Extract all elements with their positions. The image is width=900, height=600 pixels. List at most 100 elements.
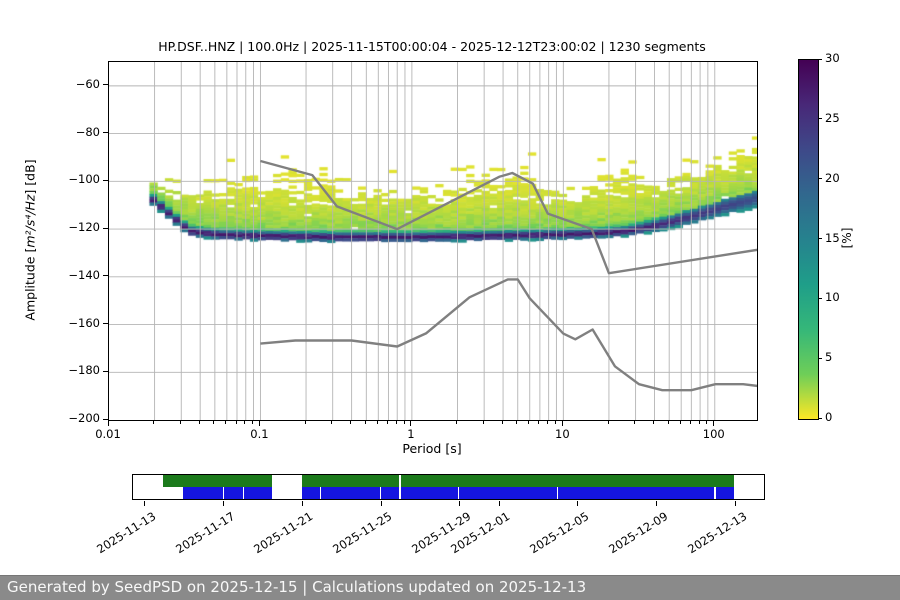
timeline-tick-label: 2025-11-29 bbox=[409, 509, 474, 557]
x-minor-tick-mark bbox=[179, 421, 181, 424]
plot-title: HP.DSF..HNZ | 100.0Hz | 2025-11-15T00:00… bbox=[158, 39, 706, 54]
timeline-tick-mark bbox=[498, 501, 500, 506]
x-minor-tick-mark bbox=[679, 421, 681, 424]
x-minor-tick-mark bbox=[456, 421, 457, 424]
timeline-tick-mark bbox=[459, 501, 461, 506]
x-minor-tick-mark bbox=[555, 421, 556, 424]
x-minor-tick-mark bbox=[252, 421, 253, 424]
x-minor-tick-mark bbox=[387, 421, 388, 424]
timeline-tick-label: 2025-12-13 bbox=[684, 509, 749, 557]
colorbar bbox=[798, 59, 819, 420]
x-minor-tick-mark bbox=[213, 421, 215, 424]
x-minor-tick-mark bbox=[516, 421, 518, 424]
x-minor-tick-mark bbox=[706, 421, 708, 424]
colorbar-tick-label: 15 bbox=[825, 230, 840, 245]
y-tick-mark bbox=[103, 418, 108, 420]
colorbar-gradient bbox=[799, 60, 818, 419]
x-tick-mark bbox=[107, 421, 109, 426]
y-tick-label: −60 bbox=[75, 76, 100, 91]
y-tick-mark bbox=[103, 370, 108, 372]
timeline-tick-label: 2025-11-13 bbox=[94, 509, 159, 557]
x-tick-label: 0.01 bbox=[95, 427, 121, 441]
x-minor-tick-mark bbox=[528, 421, 530, 424]
x-minor-tick-mark bbox=[538, 421, 540, 424]
timeline-box bbox=[132, 474, 765, 500]
colorbar-tick-label: 30 bbox=[825, 51, 840, 65]
x-minor-tick-mark bbox=[689, 421, 691, 424]
x-minor-tick-mark bbox=[403, 421, 405, 424]
x-minor-tick-mark bbox=[364, 421, 366, 424]
timeline-tick-label: 2025-12-01 bbox=[448, 509, 513, 557]
x-minor-tick-mark bbox=[653, 421, 654, 424]
y-axis-label-suffix: ] [dB] bbox=[22, 159, 38, 195]
x-minor-tick-mark bbox=[395, 421, 397, 424]
x-tick-label: 100 bbox=[702, 427, 725, 441]
y-tick-mark bbox=[103, 84, 108, 86]
x-minor-tick-mark bbox=[698, 421, 700, 424]
y-tick-label: −120 bbox=[68, 220, 100, 235]
timeline-tick-label: 2025-11-25 bbox=[330, 509, 395, 557]
x-minor-tick-mark bbox=[547, 421, 549, 424]
y-tick-mark bbox=[103, 179, 108, 181]
y-tick-mark bbox=[103, 227, 108, 229]
y-tick-mark bbox=[103, 323, 108, 325]
x-minor-tick-mark bbox=[244, 421, 246, 424]
y-tick-mark bbox=[103, 275, 108, 277]
y-tick-label: −140 bbox=[68, 267, 100, 282]
x-minor-tick-mark bbox=[153, 421, 154, 424]
x-minor-tick-mark bbox=[501, 421, 503, 424]
x-axis-label: Period [s] bbox=[402, 441, 462, 456]
x-minor-tick-mark bbox=[667, 421, 669, 424]
timeline-tick-mark bbox=[734, 501, 736, 506]
x-tick-mark bbox=[561, 421, 563, 426]
y-tick-label: −80 bbox=[75, 124, 100, 139]
x-tick-label: 1 bbox=[407, 427, 415, 441]
x-minor-tick-mark bbox=[225, 421, 227, 424]
x-minor-tick-mark bbox=[235, 421, 237, 424]
timeline-tick-mark bbox=[577, 501, 579, 506]
timeline-tick-label: 2025-11-21 bbox=[251, 509, 316, 557]
colorbar-tick-label: 5 bbox=[825, 350, 833, 365]
y-tick-mark bbox=[103, 132, 108, 134]
y-axis-label: Amplitude [m²/s⁴/Hz] [dB] bbox=[23, 159, 38, 320]
x-tick-mark bbox=[713, 421, 715, 426]
y-tick-label: −200 bbox=[68, 411, 100, 425]
timeline-tick-mark bbox=[301, 501, 303, 506]
colorbar-tick-label: 0 bbox=[825, 410, 833, 424]
noise-model-nhnm bbox=[260, 159, 757, 275]
ppsd-heatmap bbox=[109, 62, 757, 420]
y-axis-label-prefix: Amplitude [ bbox=[22, 247, 38, 321]
x-minor-tick-mark bbox=[304, 421, 306, 424]
noise-model-nlnm bbox=[260, 278, 757, 392]
x-tick-mark bbox=[410, 421, 412, 426]
footer-text: Generated by SeedPSD on 2025-12-15 | Cal… bbox=[7, 578, 587, 596]
timeline-tick-mark bbox=[144, 501, 146, 506]
x-minor-tick-mark bbox=[350, 421, 352, 424]
x-minor-tick-mark bbox=[607, 421, 609, 424]
timeline-tick-mark bbox=[656, 501, 658, 506]
x-tick-label: 10 bbox=[555, 427, 570, 441]
x-minor-tick-mark bbox=[376, 421, 378, 424]
x-tick-mark bbox=[258, 421, 260, 426]
timeline-tick-label: 2025-12-05 bbox=[527, 509, 592, 557]
timeline-tick-label: 2025-12-09 bbox=[606, 509, 671, 557]
x-minor-tick-mark bbox=[482, 421, 484, 424]
timeline-tick-mark bbox=[223, 501, 225, 506]
colorbar-tick-label: 10 bbox=[825, 290, 840, 305]
x-minor-tick-mark bbox=[634, 421, 635, 424]
y-axis-label-units: m²/s⁴/Hz bbox=[22, 194, 38, 248]
plot-area bbox=[108, 61, 758, 421]
colorbar-tick-label: 25 bbox=[825, 110, 840, 125]
colorbar-tick-label: 20 bbox=[825, 170, 840, 185]
colorbar-label: [%] bbox=[840, 227, 854, 249]
footer-bar: Generated by SeedPSD on 2025-12-15 | Cal… bbox=[0, 575, 900, 600]
plot-overlay-svg bbox=[109, 62, 757, 420]
y-tick-label: −100 bbox=[68, 172, 100, 187]
y-tick-label: −160 bbox=[68, 315, 100, 330]
x-minor-tick-mark bbox=[331, 421, 333, 424]
x-tick-label: 0.1 bbox=[250, 427, 269, 441]
x-minor-tick-mark bbox=[198, 421, 200, 424]
y-tick-label: −180 bbox=[68, 363, 100, 378]
timeline-tick-mark bbox=[380, 501, 382, 506]
